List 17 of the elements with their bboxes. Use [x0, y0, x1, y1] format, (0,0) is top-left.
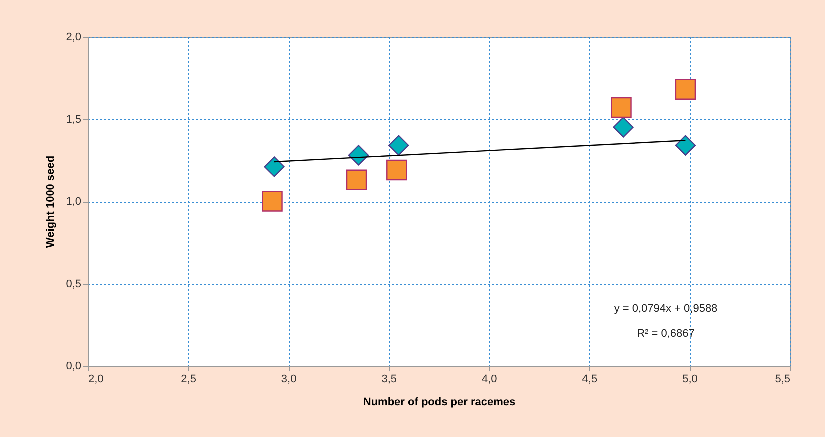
- annotation: y = 0,0794x + 0,9588: [614, 303, 718, 315]
- y-tick-label: 1,0: [66, 196, 82, 208]
- y-axis-title: Weight 1000 seed: [45, 156, 58, 248]
- y-tick-label: 0,0: [66, 360, 82, 372]
- x-axis-title: Number of pods per racemes: [363, 396, 516, 408]
- x-tick-label: 2,5: [181, 374, 196, 386]
- y-tick-label: 0,5: [66, 278, 82, 290]
- annotation: R² = 0,6867: [637, 328, 695, 340]
- y-tick-label: 2,0: [66, 32, 82, 44]
- x-tick-label: 3,0: [281, 374, 297, 386]
- x-tick-label: 5,5: [775, 374, 790, 386]
- x-tick-label: 4,0: [482, 374, 498, 386]
- x-tick-label: 2,0: [88, 374, 104, 386]
- x-tick-label: 5,0: [682, 374, 698, 386]
- x-tick-label: 4,5: [582, 374, 598, 386]
- x-tick-label: 3,5: [382, 374, 398, 386]
- y-tick-label: 1,5: [66, 114, 82, 126]
